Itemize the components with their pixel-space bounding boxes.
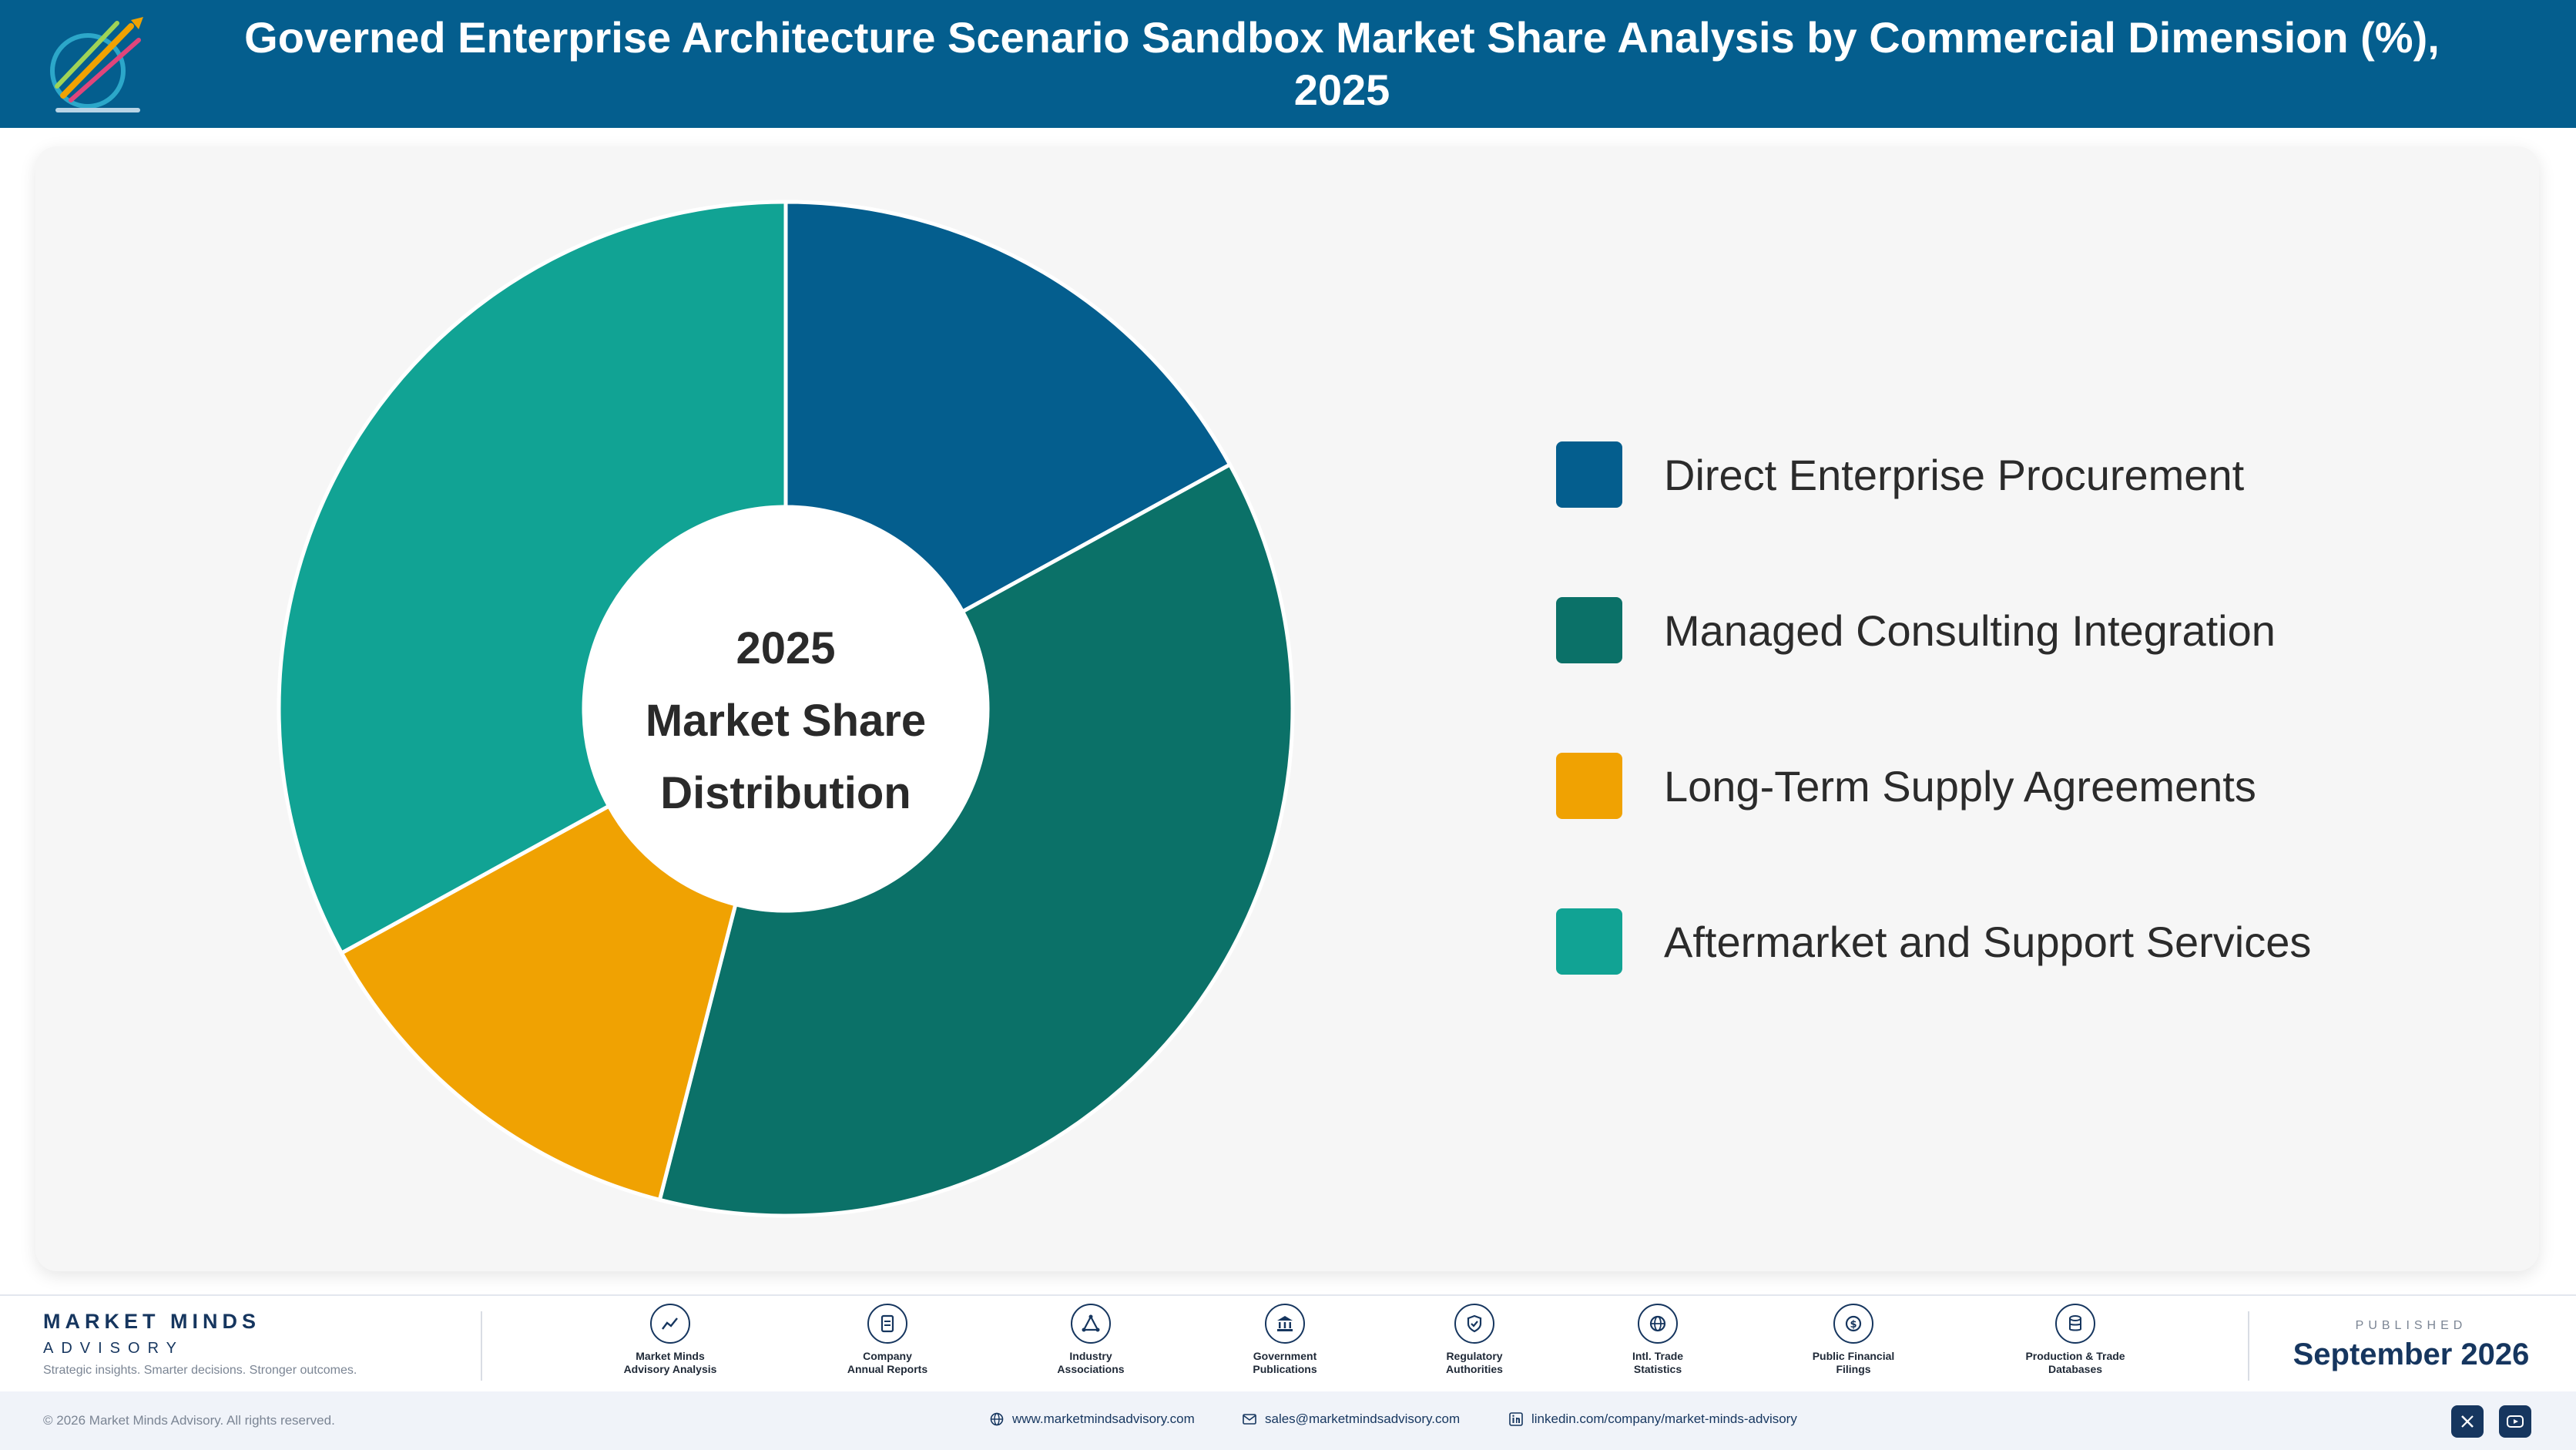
source-public-financial-filings: $ Public Financial Filings (1776, 1304, 1930, 1376)
legend-swatch (1556, 908, 1622, 975)
source-label: Market Minds Advisory Analysis (623, 1350, 717, 1375)
svg-text:$: $ (1850, 1319, 1857, 1331)
source-label: Intl. Trade Statistics (1632, 1350, 1684, 1375)
footer-sources-bar: MARKET MINDS ADVISORY Strategic insights… (0, 1294, 2576, 1393)
published-block: PUBLISHED September 2026 (2265, 1319, 2558, 1372)
donut-hole (584, 507, 988, 911)
legend-item-long-term-supply-agreements: Long-Term Supply Agreements (1556, 752, 2311, 820)
published-date: September 2026 (2293, 1338, 2530, 1371)
legend-swatch (1556, 597, 1622, 663)
copyright-text: © 2026 Market Minds Advisory. All rights… (43, 1413, 335, 1428)
mail-icon (1243, 1414, 1256, 1425)
published-label: PUBLISHED (2355, 1319, 2467, 1332)
website-text[interactable]: www.marketmindsadvisory.com (1012, 1411, 1195, 1426)
chart-line-icon (650, 1304, 690, 1344)
center-label-line-1: 2025 (736, 623, 836, 673)
legend-label: Managed Consulting Integration (1664, 606, 2276, 655)
footer-divider (481, 1311, 482, 1381)
x-logo-icon (2461, 1415, 2474, 1428)
source-label: Regulatory Authorities (1446, 1350, 1503, 1375)
brand-tagline: Strategic insights. Smarter decisions. S… (43, 1364, 357, 1377)
brand-sub: ADVISORY (43, 1340, 184, 1357)
page-title: Governed Enterprise Architecture Scenari… (244, 13, 2440, 114)
source-intl-trade-statistics: Intl. Trade Statistics (1581, 1304, 1735, 1376)
chart-legend: Direct Enterprise Procurement Managed Co… (1556, 441, 2311, 1063)
source-company-annual-reports: Company Annual Reports (810, 1304, 964, 1376)
legend-label: Direct Enterprise Procurement (1664, 450, 2245, 499)
center-label-line-2: Market Share (645, 696, 927, 746)
email-text[interactable]: sales@marketmindsadvisory.com (1265, 1411, 1461, 1426)
linkedin-link[interactable]: linkedin.com/company/market-minds-adviso… (1508, 1411, 1797, 1427)
dollar-coin-icon: $ (1833, 1304, 1873, 1344)
document-icon (867, 1304, 907, 1344)
brand-name: MARKET MINDS (43, 1310, 260, 1333)
database-icon (2055, 1304, 2095, 1344)
globe-icon (990, 1412, 1004, 1426)
legend-item-direct-enterprise-procurement: Direct Enterprise Procurement (1556, 441, 2311, 509)
source-government-publications: Government Publications (1208, 1304, 1362, 1376)
legend-item-managed-consulting-integration: Managed Consulting Integration (1556, 596, 2311, 664)
source-label: Government Publications (1253, 1350, 1317, 1375)
donut-center-label: 2025 Market Share Distribution (585, 613, 986, 830)
source-label: Industry Associations (1057, 1350, 1125, 1375)
legend-swatch (1556, 441, 1622, 508)
email-link[interactable]: sales@marketmindsadvisory.com (1242, 1411, 1460, 1427)
government-building-icon (1265, 1304, 1305, 1344)
network-icon (1071, 1304, 1111, 1344)
x-social-button[interactable] (2451, 1405, 2484, 1438)
legend-label: Aftermarket and Support Services (1664, 917, 2312, 966)
center-label-line-3: Distribution (660, 768, 911, 818)
source-label: Company Annual Reports (847, 1350, 928, 1375)
source-label: Public Financial Filings (1812, 1350, 1895, 1375)
youtube-social-button[interactable] (2499, 1405, 2531, 1438)
linkedin-text[interactable]: linkedin.com/company/market-minds-adviso… (1531, 1411, 1797, 1426)
website-link[interactable]: www.marketmindsadvisory.com (989, 1411, 1195, 1427)
legend-item-aftermarket-and-support-services: Aftermarket and Support Services (1556, 908, 2311, 975)
source-industry-associations: Industry Associations (1014, 1304, 1168, 1376)
source-production-trade-databases: Production & Trade Databases (1998, 1304, 2152, 1376)
source-market-minds-analysis: Market Minds Advisory Analysis (593, 1304, 747, 1376)
legend-swatch (1556, 753, 1622, 819)
footer-contact-bar: © 2026 Market Minds Advisory. All rights… (0, 1391, 2576, 1450)
linkedin-icon (1509, 1412, 1523, 1426)
legend-label: Long-Term Supply Agreements (1664, 761, 2256, 811)
header-bar: Governed Enterprise Architecture Scenari… (0, 0, 2576, 128)
footer-brand: MARKET MINDS ADVISORY Strategic insights… (43, 1310, 357, 1378)
shield-check-icon (1454, 1304, 1494, 1344)
donut-slice-long-term-supply-agreements (338, 803, 738, 1203)
youtube-icon (2507, 1415, 2524, 1428)
footer-divider (2248, 1311, 2249, 1381)
source-regulatory-authorities: Regulatory Authorities (1397, 1304, 1551, 1376)
company-logo-icon (50, 17, 143, 112)
globe-icon (1638, 1304, 1678, 1344)
donut-chart (279, 202, 1293, 1216)
source-label: Production & Trade Databases (2025, 1350, 2125, 1375)
